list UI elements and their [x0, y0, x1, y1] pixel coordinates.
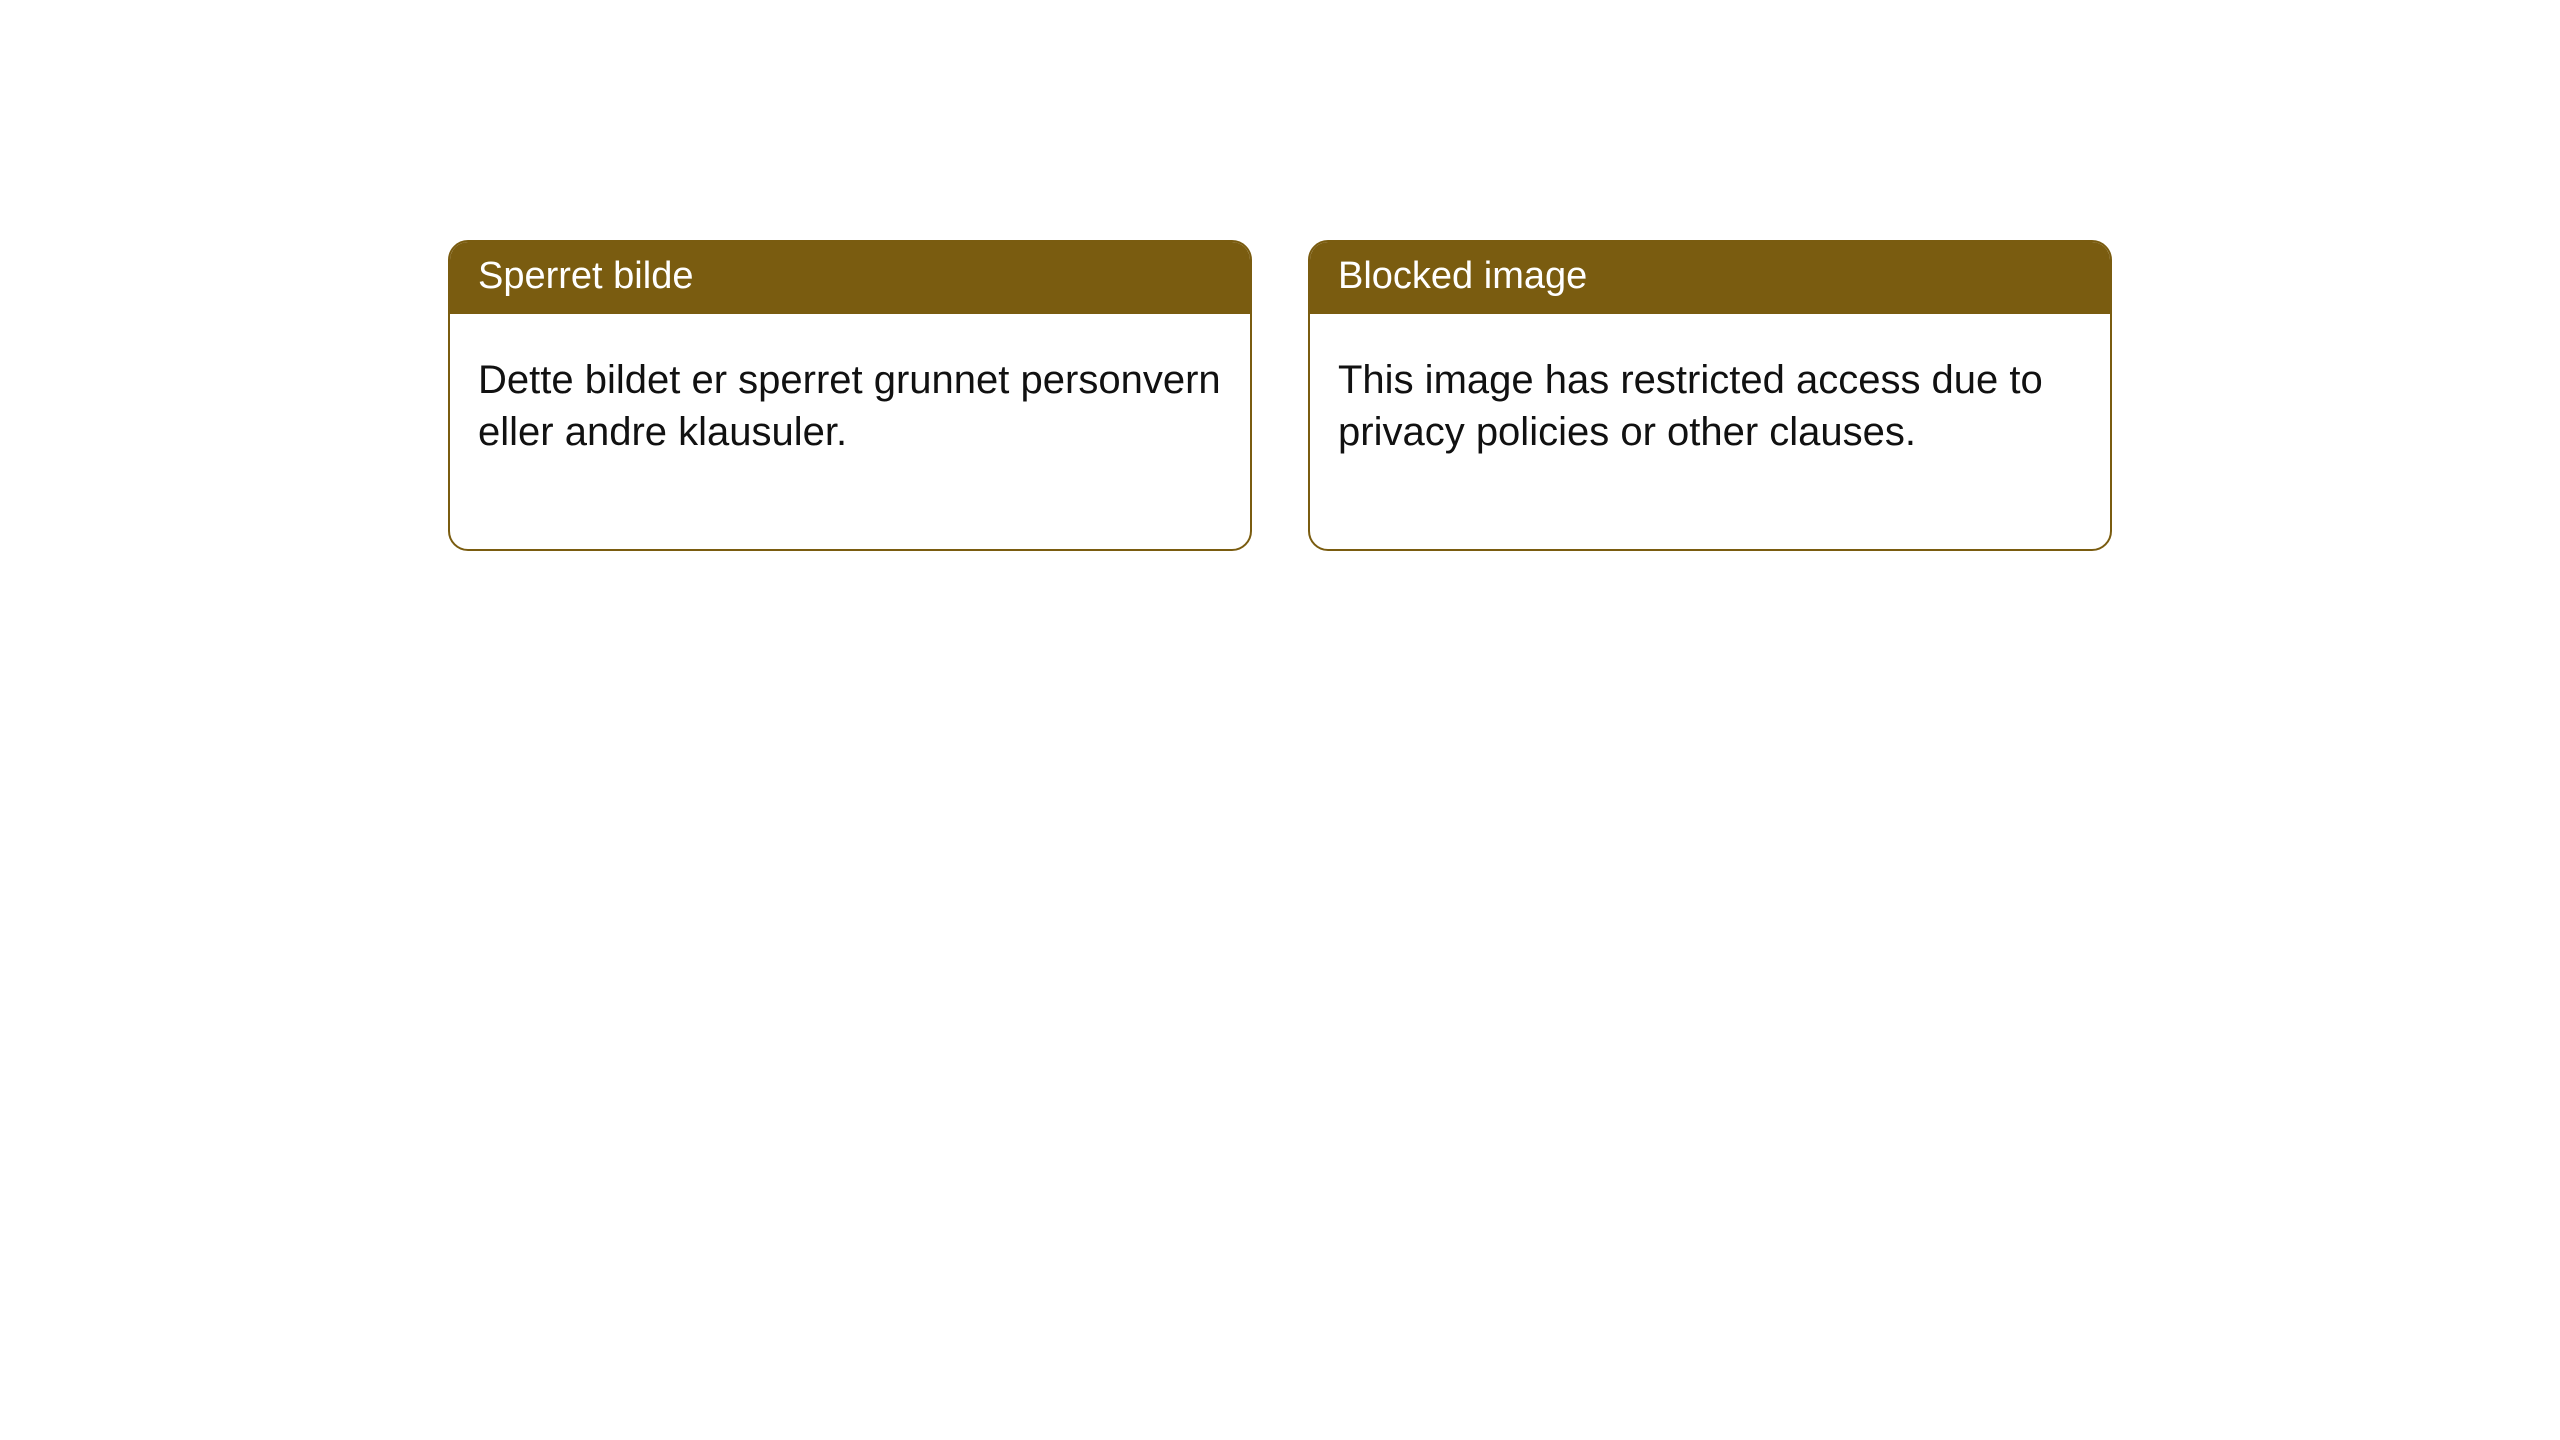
blocked-image-notice-en: Blocked image This image has restricted … — [1308, 240, 2112, 551]
card-body-en: This image has restricted access due to … — [1310, 314, 2110, 550]
card-header-no: Sperret bilde — [450, 242, 1250, 314]
blocked-image-notice-no: Sperret bilde Dette bildet er sperret gr… — [448, 240, 1252, 551]
card-body-no: Dette bildet er sperret grunnet personve… — [450, 314, 1250, 550]
card-header-en: Blocked image — [1310, 242, 2110, 314]
notice-container: Sperret bilde Dette bildet er sperret gr… — [0, 0, 2560, 551]
